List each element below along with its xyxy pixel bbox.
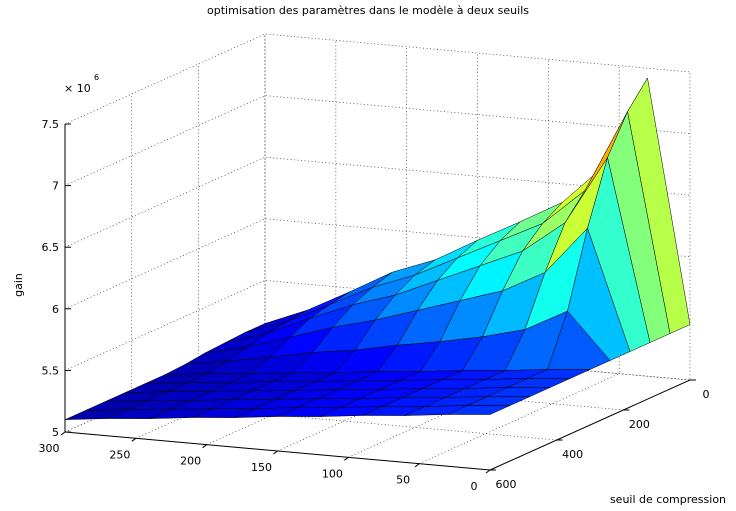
- y-tick: [60, 431, 66, 436]
- z-tick-label: 5.5: [42, 364, 60, 377]
- z-tick-label: 5: [52, 426, 59, 439]
- z-tick-label: 6: [52, 303, 59, 316]
- y-tick-label: 0: [471, 480, 478, 493]
- y-tick-label: 100: [322, 467, 343, 480]
- y-tick-label: 150: [251, 461, 272, 474]
- x-tick-label: 0: [703, 388, 710, 401]
- y-tick: [344, 456, 349, 461]
- y-tick-label: 50: [396, 474, 410, 487]
- y-tick-label: 300: [39, 442, 60, 455]
- z-tick-label: 6.5: [42, 241, 60, 254]
- surface-patch: [447, 405, 511, 415]
- z-axis-label: gain: [12, 273, 25, 297]
- x-axis-label: seuil de compression: [610, 493, 726, 506]
- chart-title: optimisation des paramètres dans le modè…: [207, 4, 529, 17]
- surface: [64, 77, 691, 420]
- x-tick-label: 400: [562, 448, 583, 461]
- x-tick-label: 200: [629, 418, 650, 431]
- x-tick-label: 600: [496, 478, 517, 491]
- z-scale-base: × 10: [64, 82, 91, 95]
- x-axis: [489, 379, 691, 471]
- z-tick-label: 7.5: [42, 118, 60, 131]
- y-tick: [485, 469, 491, 474]
- grid-line: [64, 33, 691, 125]
- y-tick-label: 200: [180, 455, 201, 468]
- y-tick: [131, 437, 137, 442]
- axes: 5 5.5 6 6.5 7 7.5 0 50 100 150 200 250 300 0 200 400 600: [39, 118, 710, 493]
- z-scale-exponent: 6: [94, 73, 99, 82]
- y-tick: [414, 463, 420, 468]
- y-tick: [273, 450, 278, 455]
- y-tick-label: 250: [109, 448, 130, 461]
- y-tick: [202, 444, 207, 449]
- z-tick-label: 7: [52, 180, 59, 193]
